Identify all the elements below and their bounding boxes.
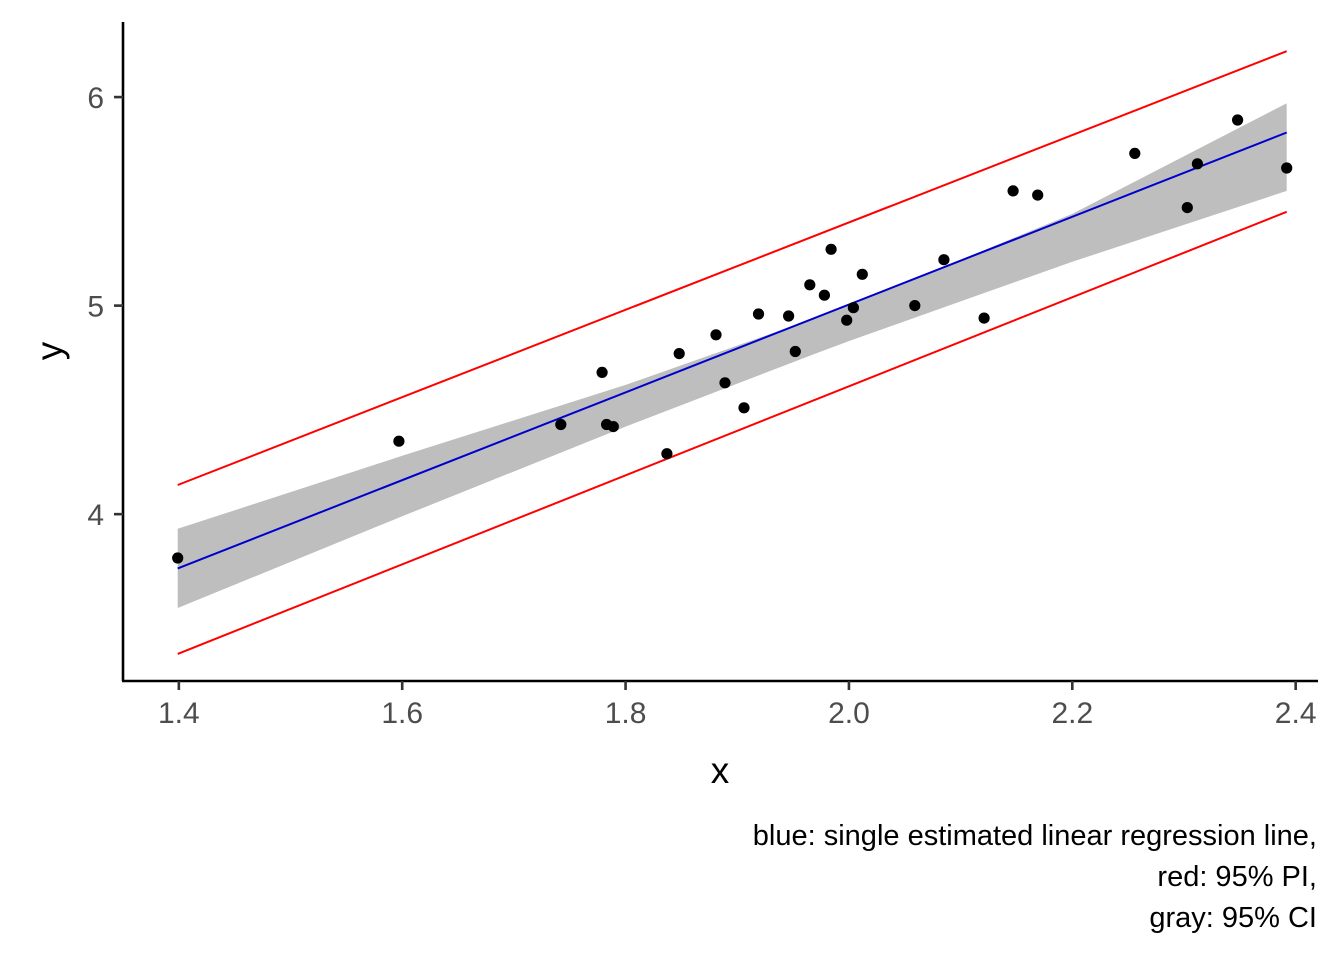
- y-tick-label-4: 4: [87, 499, 104, 532]
- data-point-12: [752, 308, 765, 320]
- data-point-17: [825, 243, 837, 255]
- data-point-3: [555, 418, 567, 431]
- pi-lower-line: [177, 210, 1288, 655]
- data-point-24: [1007, 185, 1019, 197]
- lines-layer: [177, 50, 1288, 655]
- regression-line: [177, 131, 1288, 570]
- y-axis-title: y: [29, 341, 70, 360]
- data-point-4: [596, 366, 608, 378]
- x-tick-label-1.6: 1.6: [381, 697, 423, 730]
- data-point-25: [1032, 189, 1044, 201]
- data-point-2: [393, 435, 405, 447]
- data-point-10: [719, 377, 731, 389]
- x-tick-label-1.4: 1.4: [158, 697, 200, 730]
- y-tick-label-5: 5: [87, 291, 104, 324]
- y-tick-label-6: 6: [87, 82, 104, 115]
- data-point-20: [856, 268, 868, 280]
- data-point-13: [783, 310, 795, 322]
- x-tick-label-2.4: 2.4: [1275, 697, 1317, 730]
- data-point-19: [847, 302, 860, 314]
- data-point-15: [804, 279, 816, 291]
- caption: blue: single estimated linear regression…: [753, 820, 1317, 934]
- data-point-16: [818, 289, 831, 301]
- data-point-6: [607, 421, 619, 433]
- data-point-26: [1129, 147, 1141, 159]
- data-point-14: [789, 345, 801, 358]
- ci-band: [177, 103, 1287, 609]
- data-point-22: [938, 254, 950, 266]
- data-point-23: [978, 312, 990, 324]
- caption-line-1: blue: single estimated linear regression…: [753, 820, 1317, 852]
- points-layer: [172, 114, 1293, 564]
- pi-upper-line: [177, 50, 1288, 486]
- data-point-8: [673, 348, 685, 360]
- data-point-28: [1191, 158, 1203, 170]
- data-point-27: [1181, 202, 1193, 214]
- data-point-29: [1232, 114, 1244, 126]
- caption-line-2: red: 95% PI,: [1157, 861, 1317, 893]
- x-tick-label-2.0: 2.0: [828, 697, 870, 730]
- axes-layer: 1.4 1.6 1.8 2.0 2.2 2.4 4 5 6: [87, 22, 1318, 730]
- data-point-11: [738, 402, 750, 414]
- data-point-18: [841, 314, 853, 326]
- data-point-9: [710, 329, 722, 341]
- x-tick-label-2.2: 2.2: [1051, 697, 1093, 730]
- data-point-7: [661, 448, 673, 460]
- data-point-1: [172, 552, 184, 564]
- data-point-30: [1281, 162, 1293, 174]
- data-point-21: [909, 300, 921, 312]
- x-tick-label-1.8: 1.8: [605, 697, 647, 730]
- x-axis-title: x: [711, 750, 730, 791]
- confidence-band-layer: [177, 103, 1287, 609]
- caption-line-3: gray: 95% CI: [1149, 902, 1317, 934]
